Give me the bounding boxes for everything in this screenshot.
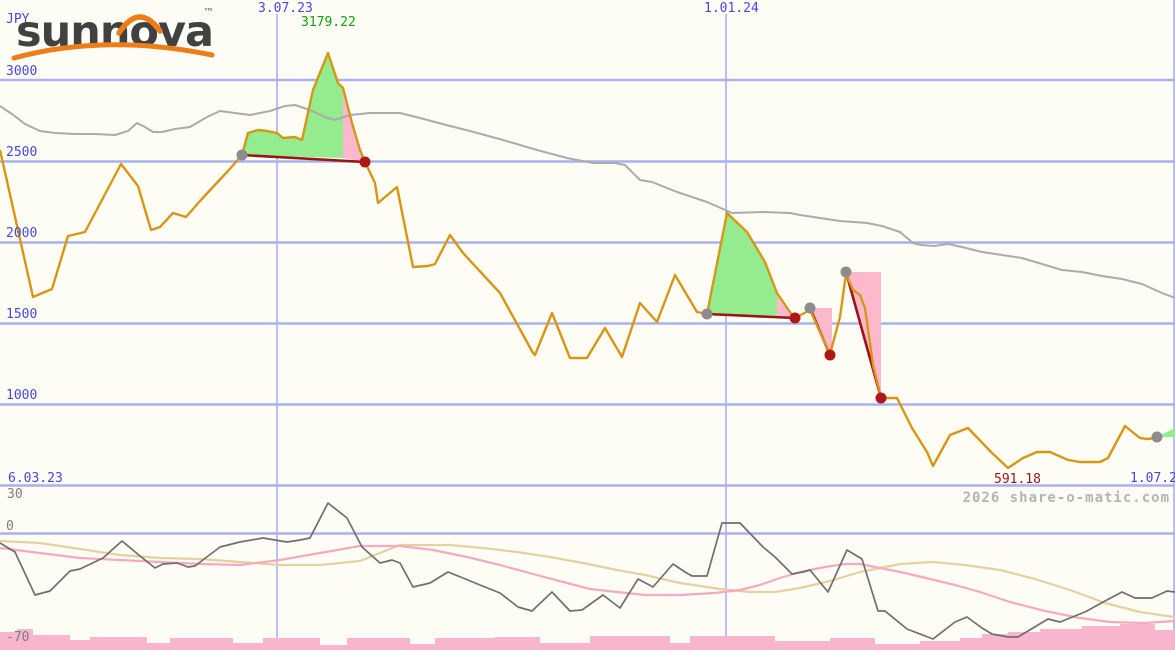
y-axis-label-1500: 1500 xyxy=(6,307,38,322)
watermark: 2026 share-o-matic.com xyxy=(962,490,1170,506)
sunnova-logo: sunnova ™ xyxy=(11,6,215,61)
y-axis-label-1000: 1000 xyxy=(6,388,38,403)
y-axis-label-2500: 2500 xyxy=(6,145,38,160)
osc-label-0: 0 xyxy=(6,519,14,534)
currency-label: JPY xyxy=(6,12,30,27)
date-label-top-1: 3.07.23 xyxy=(258,1,313,16)
logo-sun-arc-icon xyxy=(116,14,163,36)
y-axis-label-3000: 3000 xyxy=(6,64,38,79)
date-label-bottom-right: 1.07.24 xyxy=(1130,471,1175,486)
osc-label-30: 30 xyxy=(7,487,23,502)
high-value-label: 3179.22 xyxy=(301,15,356,30)
date-label-bottom-left: 6.03.23 xyxy=(8,471,63,486)
date-label-top-2: 1.01.24 xyxy=(704,1,759,16)
osc-label-minus70: -70 xyxy=(6,630,30,645)
logo-swoosh-icon xyxy=(11,42,215,61)
low-value-label: 591.18 xyxy=(994,472,1041,487)
y-axis-label-2000: 2000 xyxy=(6,226,38,241)
logo-trademark: ™ xyxy=(203,6,214,19)
